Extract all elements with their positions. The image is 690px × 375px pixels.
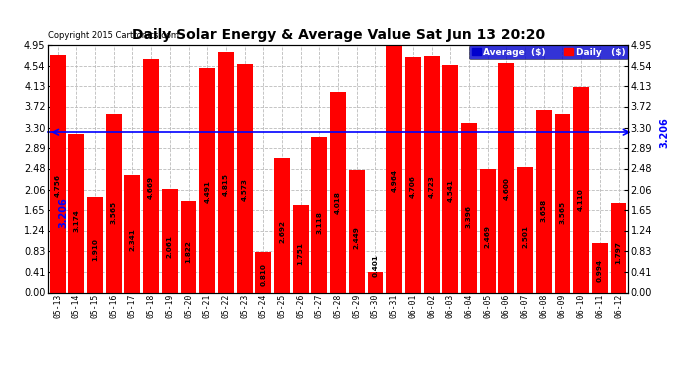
Bar (555, 114, 571, 292)
Text: 0.810: 0.810 (260, 263, 266, 286)
Bar (349, 170, 365, 292)
Text: 2.341: 2.341 (130, 228, 135, 251)
Text: 3.206: 3.206 (58, 197, 68, 228)
Text: 1.822: 1.822 (186, 240, 192, 263)
Text: 2.469: 2.469 (484, 225, 491, 249)
Bar (330, 92, 346, 292)
Text: 4.541: 4.541 (447, 179, 453, 202)
Bar (124, 176, 140, 292)
Text: 0.994: 0.994 (597, 259, 603, 282)
Bar (218, 52, 234, 292)
Text: Copyright 2015 Cartronics.com: Copyright 2015 Cartronics.com (48, 31, 179, 40)
Text: 3.396: 3.396 (466, 205, 472, 228)
Bar (424, 56, 440, 292)
Text: 4.600: 4.600 (504, 178, 509, 201)
Text: 4.756: 4.756 (55, 174, 61, 197)
Bar (536, 110, 552, 292)
Text: 1.910: 1.910 (92, 238, 98, 261)
Bar (50, 55, 66, 292)
Bar (144, 59, 159, 292)
Text: 4.573: 4.573 (241, 178, 248, 201)
Bar (274, 158, 290, 292)
Bar (498, 63, 514, 292)
Bar (181, 201, 197, 292)
Bar (87, 197, 103, 292)
Bar (573, 87, 589, 292)
Text: 3.565: 3.565 (560, 201, 566, 224)
Bar (461, 123, 477, 292)
Text: 1.751: 1.751 (297, 242, 304, 264)
Text: 4.706: 4.706 (410, 175, 416, 198)
Text: 2.449: 2.449 (354, 226, 359, 249)
Bar (311, 136, 327, 292)
Bar (386, 44, 402, 292)
Bar (480, 169, 495, 292)
Bar (517, 168, 533, 292)
Text: 3.118: 3.118 (317, 211, 322, 234)
Bar (237, 64, 253, 292)
Text: 3.565: 3.565 (110, 201, 117, 224)
Text: 0.401: 0.401 (373, 255, 379, 278)
Text: 3.658: 3.658 (541, 199, 546, 222)
Bar (368, 273, 384, 292)
Text: 2.692: 2.692 (279, 220, 285, 243)
Bar (199, 68, 215, 292)
Bar (592, 243, 608, 292)
Bar (68, 134, 84, 292)
Text: 4.669: 4.669 (148, 176, 154, 199)
Text: 4.110: 4.110 (578, 189, 584, 211)
Text: 2.061: 2.061 (167, 235, 172, 258)
Text: 4.018: 4.018 (335, 190, 341, 213)
Text: 3.206: 3.206 (660, 117, 670, 148)
Bar (405, 57, 421, 292)
Text: 4.491: 4.491 (204, 180, 210, 203)
Text: 4.723: 4.723 (428, 175, 435, 198)
Bar (442, 66, 458, 292)
Text: 2.501: 2.501 (522, 225, 528, 248)
Bar (611, 202, 627, 292)
Bar (293, 205, 308, 292)
Bar (255, 252, 271, 292)
Bar (162, 189, 178, 292)
Legend: Average  ($), Daily   ($): Average ($), Daily ($) (469, 45, 628, 59)
Title: Daily Solar Energy & Average Value Sat Jun 13 20:20: Daily Solar Energy & Average Value Sat J… (132, 28, 544, 42)
Text: 1.797: 1.797 (615, 241, 622, 264)
Text: 4.815: 4.815 (223, 172, 229, 196)
Text: 4.964: 4.964 (391, 169, 397, 192)
Bar (106, 114, 121, 292)
Text: 3.174: 3.174 (73, 210, 79, 232)
